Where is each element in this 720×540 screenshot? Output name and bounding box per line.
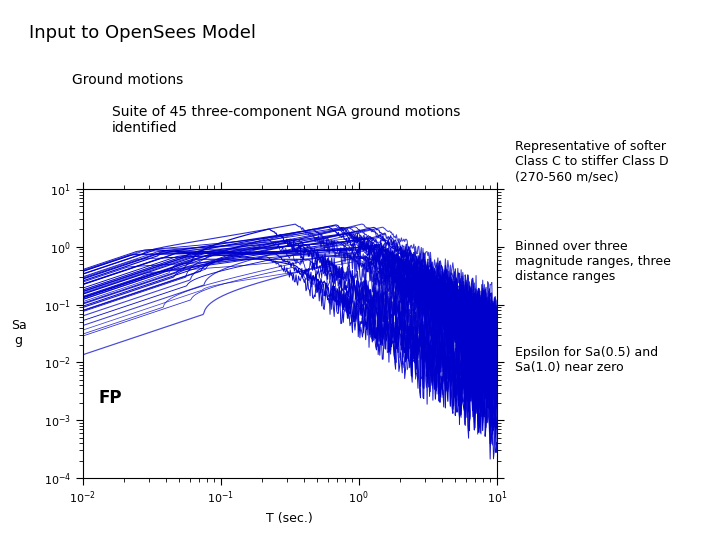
Text: Input to OpenSees Model: Input to OpenSees Model — [29, 24, 256, 42]
Y-axis label: Sa
g: Sa g — [11, 320, 27, 347]
Text: Representative of softer
Class C to stiffer Class D
(270-560 m/sec): Representative of softer Class C to stif… — [515, 140, 668, 184]
Text: Binned over three
magnitude ranges, three
distance ranges: Binned over three magnitude ranges, thre… — [515, 240, 670, 284]
Text: Epsilon for Sa(0.5) and
Sa(1.0) near zero: Epsilon for Sa(0.5) and Sa(1.0) near zer… — [515, 346, 658, 374]
Text: Ground motions: Ground motions — [72, 73, 184, 87]
X-axis label: T (sec.): T (sec.) — [266, 512, 313, 525]
Text: FP: FP — [99, 389, 122, 407]
Text: Suite of 45 three-component NGA ground motions
identified: Suite of 45 three-component NGA ground m… — [112, 105, 460, 136]
